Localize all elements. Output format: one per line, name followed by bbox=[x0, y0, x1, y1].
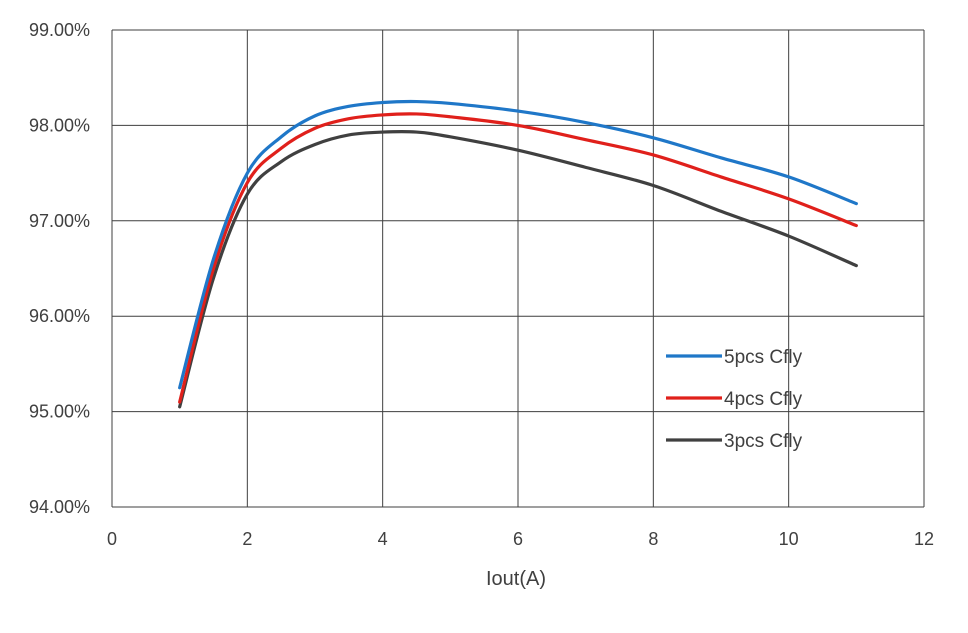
x-tick-label: 6 bbox=[513, 529, 523, 549]
y-axis-ticks: 94.00% 95.00% 96.00% 97.00% 98.00% 99.00% bbox=[29, 20, 90, 517]
y-tick-label: 95.00% bbox=[29, 402, 90, 422]
legend-item: 3pcs Cfly bbox=[666, 431, 803, 452]
x-tick-label: 2 bbox=[242, 529, 252, 549]
x-tick-label: 12 bbox=[914, 529, 934, 549]
x-tick-label: 8 bbox=[648, 529, 658, 549]
x-axis-ticks: 0 2 4 6 8 10 12 bbox=[107, 529, 934, 549]
series-line-5pcs-cfly bbox=[178, 99, 858, 390]
x-tick-label: 10 bbox=[779, 529, 799, 549]
y-tick-label: 99.00% bbox=[29, 20, 90, 40]
y-tick-label: 96.00% bbox=[29, 306, 90, 326]
x-tick-label: 0 bbox=[107, 529, 117, 549]
legend: 5pcs Cfly 4pcs Cfly 3pcs Cfly bbox=[666, 347, 803, 452]
x-tick-label: 4 bbox=[378, 529, 388, 549]
grid bbox=[111, 29, 925, 508]
series-line-3pcs-cfly bbox=[178, 130, 858, 409]
legend-item: 4pcs Cfly bbox=[666, 389, 803, 410]
legend-item: 5pcs Cfly bbox=[666, 347, 803, 368]
legend-label: 3pcs Cfly bbox=[724, 431, 803, 452]
series-lines bbox=[178, 99, 858, 409]
series-line-4pcs-cfly bbox=[178, 112, 858, 404]
x-axis-title: Iout(A) bbox=[486, 568, 546, 590]
y-tick-label: 94.00% bbox=[29, 497, 90, 517]
y-tick-label: 97.00% bbox=[29, 211, 90, 231]
y-tick-label: 98.00% bbox=[29, 115, 90, 135]
legend-label: 4pcs Cfly bbox=[724, 389, 803, 410]
legend-label: 5pcs Cfly bbox=[724, 347, 803, 368]
